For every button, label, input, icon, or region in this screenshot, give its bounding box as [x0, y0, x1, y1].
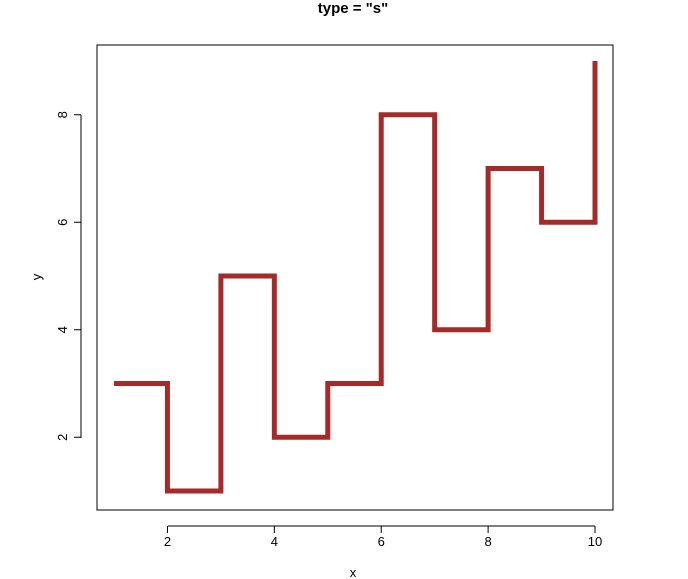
- x-tick-label: 6: [378, 534, 385, 549]
- y-axis-label: y: [29, 273, 44, 280]
- x-tick-label: 8: [484, 534, 491, 549]
- x-tick-label: 2: [164, 534, 171, 549]
- x-tick-label: 10: [588, 534, 602, 549]
- x-axis-label: x: [350, 565, 357, 579]
- series-layer: [114, 61, 598, 494]
- y-tick-label: 2: [55, 434, 70, 441]
- x-axis: 2 4 6 8 10: [164, 525, 602, 549]
- y-axis: 2 4 6 8: [55, 111, 82, 441]
- chart-title: type = "s": [318, 0, 389, 17]
- x-tick-label: 4: [271, 534, 278, 549]
- y-tick-label: 8: [55, 111, 70, 118]
- step-series-line: [114, 61, 598, 494]
- y-tick-label: 4: [55, 326, 70, 333]
- plot-frame: [96, 44, 614, 511]
- y-tick-label: 6: [55, 219, 70, 226]
